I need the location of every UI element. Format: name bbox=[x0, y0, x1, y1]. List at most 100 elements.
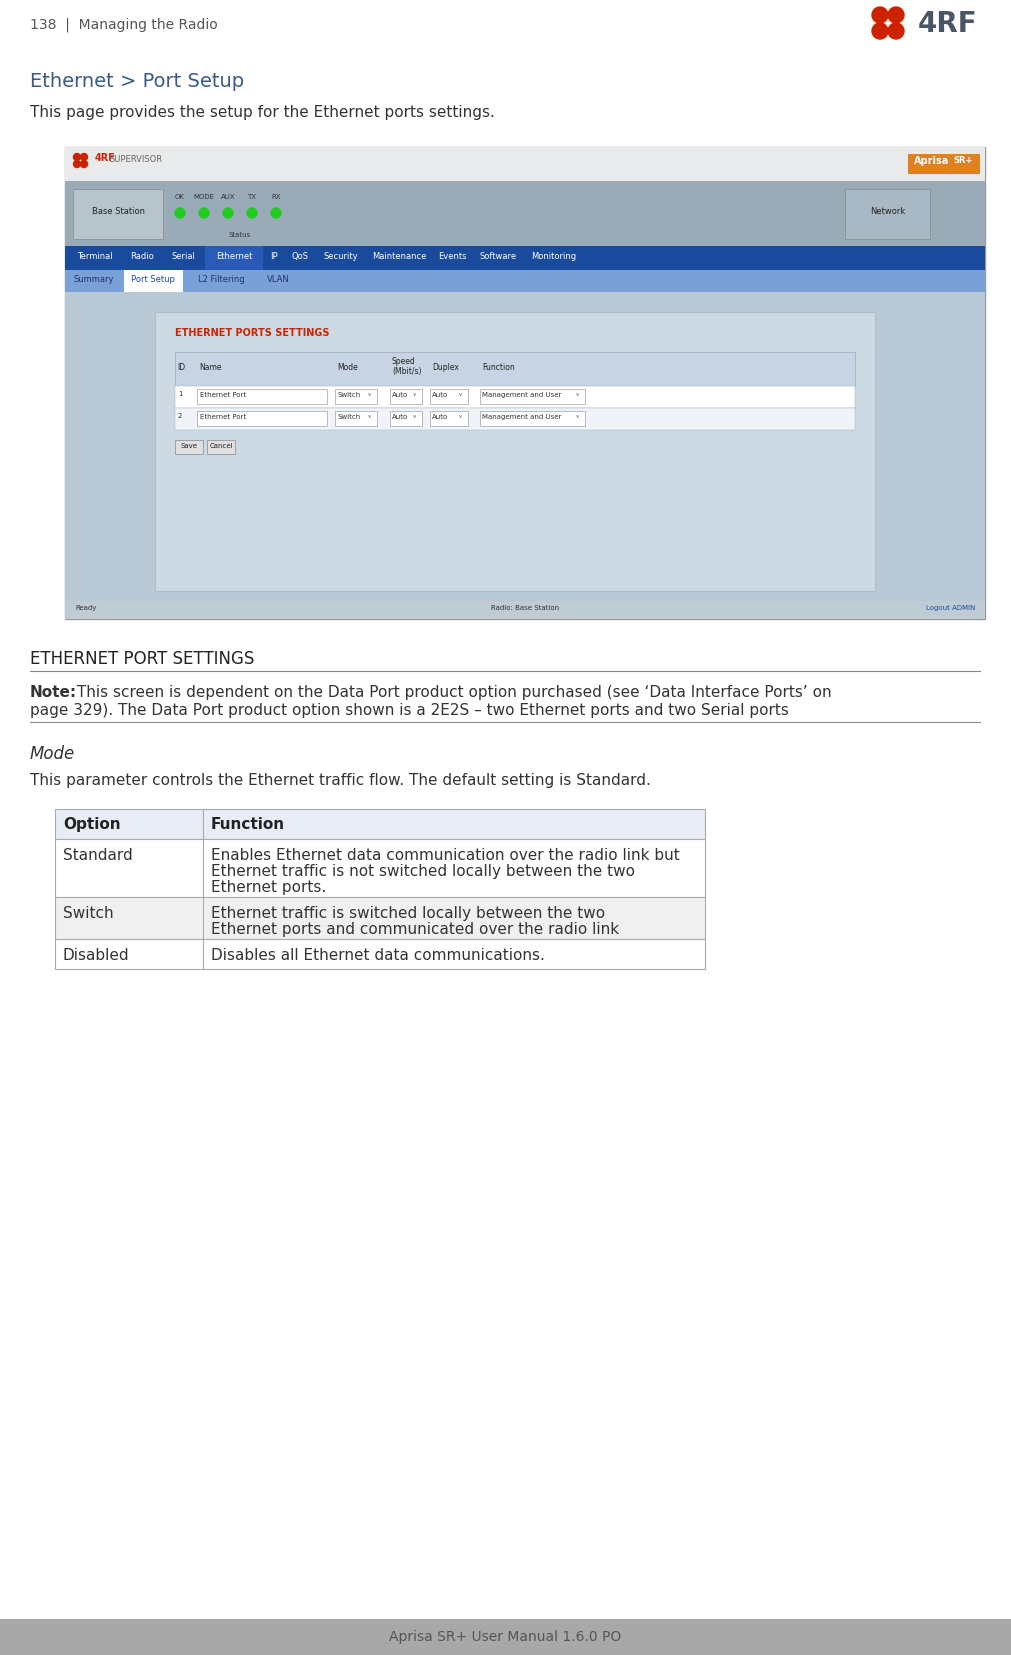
Circle shape bbox=[199, 209, 209, 218]
Text: Events: Events bbox=[438, 252, 466, 261]
Text: Summary: Summary bbox=[74, 275, 114, 283]
Text: L2 Filtering: L2 Filtering bbox=[198, 275, 245, 283]
Bar bbox=[205, 247, 263, 271]
Circle shape bbox=[223, 209, 233, 218]
Text: Security: Security bbox=[324, 252, 358, 261]
Text: Auto: Auto bbox=[392, 392, 408, 397]
Text: Ethernet ports and communicated over the radio link: Ethernet ports and communicated over the… bbox=[211, 922, 619, 937]
Text: TX: TX bbox=[248, 194, 257, 200]
Bar bbox=[335, 391, 377, 405]
Text: (Mbit/s): (Mbit/s) bbox=[392, 367, 422, 376]
Bar bbox=[175, 409, 855, 430]
Text: v: v bbox=[413, 392, 417, 397]
Text: VLAN: VLAN bbox=[267, 275, 289, 283]
Text: SUPERVISOR: SUPERVISOR bbox=[110, 156, 163, 164]
Text: Switch: Switch bbox=[337, 414, 360, 420]
Circle shape bbox=[888, 8, 904, 23]
Bar bbox=[390, 412, 422, 427]
Text: Ethernet: Ethernet bbox=[215, 252, 252, 261]
Text: Mode: Mode bbox=[30, 745, 75, 763]
Text: Save: Save bbox=[181, 444, 197, 449]
Text: Network: Network bbox=[870, 207, 906, 217]
Bar bbox=[197, 391, 327, 405]
Circle shape bbox=[888, 23, 904, 40]
Text: Maintenance: Maintenance bbox=[372, 252, 427, 261]
Circle shape bbox=[872, 8, 888, 23]
Text: 2: 2 bbox=[178, 412, 182, 419]
Text: RX: RX bbox=[271, 194, 281, 200]
Text: 138  |  Managing the Radio: 138 | Managing the Radio bbox=[30, 18, 217, 33]
Bar bbox=[55, 809, 705, 839]
Bar bbox=[65, 182, 985, 247]
Circle shape bbox=[872, 23, 888, 40]
Text: Aprisa: Aprisa bbox=[914, 156, 949, 166]
Text: Serial: Serial bbox=[171, 252, 195, 261]
Text: Disables all Ethernet data communications.: Disables all Ethernet data communication… bbox=[211, 947, 545, 963]
Text: Ethernet Port: Ethernet Port bbox=[200, 392, 246, 397]
Text: v: v bbox=[576, 392, 579, 397]
Bar bbox=[55, 940, 705, 970]
Bar bbox=[65, 293, 985, 602]
Text: ETHERNET PORTS SETTINGS: ETHERNET PORTS SETTINGS bbox=[175, 328, 330, 338]
Bar bbox=[65, 147, 985, 182]
Text: v: v bbox=[368, 392, 371, 397]
Bar bbox=[480, 412, 585, 427]
Text: Ready: Ready bbox=[75, 604, 96, 611]
Circle shape bbox=[74, 162, 81, 169]
Text: Radio: Base Station: Radio: Base Station bbox=[491, 604, 559, 611]
Text: 1: 1 bbox=[178, 391, 183, 397]
Text: Auto: Auto bbox=[432, 392, 448, 397]
Text: Enables Ethernet data communication over the radio link but: Enables Ethernet data communication over… bbox=[211, 847, 679, 862]
Text: ID: ID bbox=[177, 362, 185, 372]
Text: Standard: Standard bbox=[63, 847, 132, 862]
Circle shape bbox=[81, 154, 88, 162]
Text: Duplex: Duplex bbox=[432, 362, 459, 372]
Text: This page provides the setup for the Ethernet ports settings.: This page provides the setup for the Eth… bbox=[30, 104, 494, 119]
Text: Ethernet traffic is not switched locally between the two: Ethernet traffic is not switched locally… bbox=[211, 864, 635, 879]
Text: Ethernet Port: Ethernet Port bbox=[200, 414, 246, 420]
Bar bbox=[55, 839, 705, 897]
Text: page 329). The Data Port product option shown is a 2E2S – two Ethernet ports and: page 329). The Data Port product option … bbox=[30, 703, 789, 718]
Text: Monitoring: Monitoring bbox=[532, 252, 576, 261]
Text: Radio: Radio bbox=[130, 252, 154, 261]
Text: Aprisa SR+ User Manual 1.6.0 PO: Aprisa SR+ User Manual 1.6.0 PO bbox=[389, 1629, 621, 1643]
Text: Ethernet > Port Setup: Ethernet > Port Setup bbox=[30, 71, 244, 91]
Text: OK: OK bbox=[175, 194, 185, 200]
Text: v: v bbox=[413, 414, 417, 419]
Bar bbox=[65, 247, 985, 271]
Bar bbox=[335, 412, 377, 427]
Text: Auto: Auto bbox=[392, 414, 408, 420]
Circle shape bbox=[175, 209, 185, 218]
Text: Mode: Mode bbox=[337, 362, 358, 372]
Text: v: v bbox=[576, 414, 579, 419]
Bar bbox=[480, 391, 585, 405]
Text: Disabled: Disabled bbox=[63, 947, 129, 963]
Text: Cancel: Cancel bbox=[209, 444, 233, 449]
Bar bbox=[908, 156, 980, 175]
Text: Base Station: Base Station bbox=[92, 207, 145, 217]
Text: v: v bbox=[459, 392, 462, 397]
Text: Switch: Switch bbox=[63, 905, 113, 920]
Text: Ethernet ports.: Ethernet ports. bbox=[211, 879, 327, 894]
Bar bbox=[207, 440, 235, 455]
Text: Note:: Note: bbox=[30, 685, 77, 700]
Bar bbox=[845, 190, 930, 240]
Bar bbox=[124, 271, 183, 293]
Text: IP: IP bbox=[270, 252, 278, 261]
Bar bbox=[65, 602, 985, 619]
Text: MODE: MODE bbox=[193, 194, 214, 200]
Bar bbox=[55, 897, 705, 940]
Circle shape bbox=[247, 209, 257, 218]
Text: v: v bbox=[459, 414, 462, 419]
Bar bbox=[65, 271, 985, 293]
Text: Terminal: Terminal bbox=[77, 252, 113, 261]
Text: Switch: Switch bbox=[337, 392, 360, 397]
Text: This parameter controls the Ethernet traffic flow. The default setting is Standa: This parameter controls the Ethernet tra… bbox=[30, 773, 651, 788]
Text: 4RF: 4RF bbox=[95, 152, 116, 162]
Text: v: v bbox=[368, 414, 371, 419]
Bar bbox=[175, 353, 855, 387]
Text: SR+: SR+ bbox=[953, 156, 973, 166]
Text: Software: Software bbox=[479, 252, 517, 261]
Circle shape bbox=[81, 162, 88, 169]
Text: ETHERNET PORT SETTINGS: ETHERNET PORT SETTINGS bbox=[30, 650, 255, 667]
